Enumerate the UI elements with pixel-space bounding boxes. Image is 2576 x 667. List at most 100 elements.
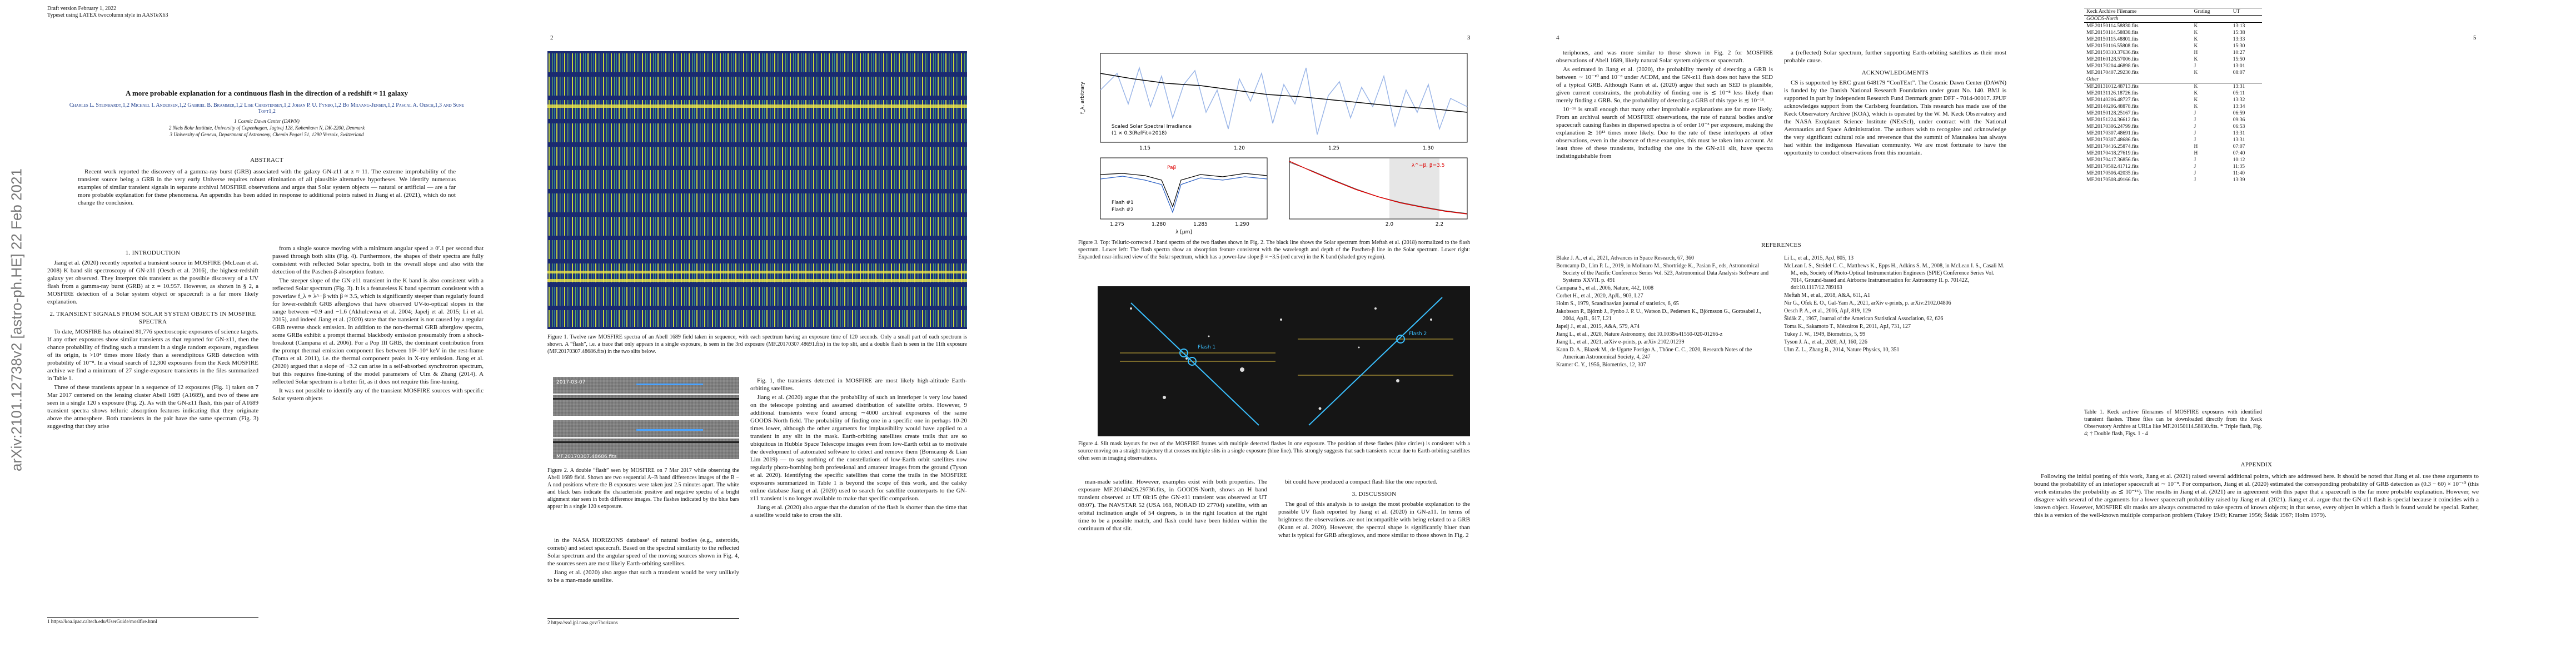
column: teriphones, and was more similar to thos… xyxy=(1556,49,1773,238)
reference: Tyson J. A., et al., 2020, AJ, 160, 226 xyxy=(1784,339,1867,345)
tick-label: 1.290 xyxy=(1235,222,1249,227)
table-cell: K xyxy=(2194,84,2198,89)
tick-label: 1.20 xyxy=(1234,146,1245,151)
table-cell: H xyxy=(2194,151,2198,156)
table-cell: MF.20170204.46898.fits xyxy=(2086,63,2139,69)
table-cell: 08:07 xyxy=(2233,70,2245,76)
paragraph: from a single source moving with a minim… xyxy=(272,245,484,275)
table-cell: 11:35 xyxy=(2233,164,2245,170)
figure-4-caption: Figure 4. Slit mask layouts for two of t… xyxy=(1078,441,1470,461)
table-cell: K xyxy=(2194,104,2198,109)
column: in the NASA HORIZONS database² of natura… xyxy=(547,536,739,614)
table-cell: 07:07 xyxy=(2233,144,2245,150)
page-number: 3 xyxy=(1467,34,1471,41)
table-cell: MF.20170506.42035.fits xyxy=(2086,171,2139,176)
paragraph: The goal of this analysis is to assign t… xyxy=(1278,501,1470,539)
paragraph: It was not possible to identify any of t… xyxy=(272,387,484,402)
abstract-heading: ABSTRACT xyxy=(250,157,283,163)
axis-label: λ [μm] xyxy=(1175,230,1192,235)
table-cell: K xyxy=(2194,43,2198,49)
section-heading: ACKNOWLEDGMENTS xyxy=(1861,69,1929,76)
table-cell: J xyxy=(2194,124,2196,130)
column: a (reflected) Solar spectrum, further su… xyxy=(1784,49,2006,238)
table-cell: 15:38 xyxy=(2233,30,2245,36)
tick-label: 2.0 xyxy=(1386,222,1394,227)
paragraph: 10⁻¹⁶ is small enough that many other im… xyxy=(1556,106,1773,160)
table-cell: K xyxy=(2194,91,2198,96)
paragraph: Jiang et al. (2020) argue that the proba… xyxy=(750,394,967,502)
figure-label: Flash 1 xyxy=(1198,345,1215,350)
table-cell: J xyxy=(2194,131,2196,136)
table-row: MF.20170502.41712.fits J 11:35 xyxy=(2084,163,2262,170)
table-cell: 15:50 xyxy=(2233,57,2245,62)
table-wrap: Keck Archive Filename Grating UT GOODS-Nort… xyxy=(2084,8,2262,183)
table-cell: H xyxy=(2194,144,2198,150)
paragraph: The steeper slope of the GN-z11 transien… xyxy=(272,277,484,385)
reference: Blake J. A., et al., 2021, Advances in S… xyxy=(1556,255,1694,261)
table-cell: J xyxy=(2194,177,2196,183)
figure-1-image xyxy=(547,51,967,329)
table-cell: 13:31 xyxy=(2233,131,2245,136)
figure-4-image: Flash 1 Flash 2 xyxy=(1098,286,1470,436)
paragraph: bit could have produced a compact flash … xyxy=(1285,479,1437,485)
tick-label: 1.15 xyxy=(1139,146,1150,151)
table-cell: 10:27 xyxy=(2233,50,2245,56)
table-row: MF.20131012.48713.fits K 13:31 xyxy=(2084,83,2262,91)
tick-label: 1.280 xyxy=(1152,222,1166,227)
footnote: 2 https://ssd.jpl.nasa.gov/?horizons xyxy=(547,618,739,625)
table-cell: MF.20150128.25167.fits xyxy=(2086,111,2139,116)
page-number: 4 xyxy=(1556,34,1559,41)
section-heading: 2. TRANSIENT SIGNALS FROM SOLAR SYSTEM O… xyxy=(49,311,256,325)
column-header: Keck Archive Filename xyxy=(2084,8,2192,16)
table-row: MF.20151224.36612.fits J 09:36 xyxy=(2084,117,2262,123)
reference: Jakobsson P., Björnb J., Fynbo J. P. U.,… xyxy=(1556,308,1761,322)
page-number: 2 xyxy=(550,34,554,41)
figure-label: MF.20170307.48686.fits xyxy=(556,454,617,460)
table-cell: K xyxy=(2194,37,2198,42)
table-row: MF.20150310.37636.fits H 10:27 xyxy=(2084,49,2262,56)
reference: Jiang L., et al., 2020, Nature Astronomy… xyxy=(1556,331,1723,337)
column: 1. INTRODUCTION Jiang et al. (2020) recen… xyxy=(47,245,258,600)
reference-list: Blake J. A., et al., 2021, Advances in S… xyxy=(1556,255,1773,566)
paragraph: Jiang et al. (2020) also argue that the … xyxy=(750,504,967,519)
table-row: MF.20150114.58830.fits K 15:38 xyxy=(2084,29,2262,36)
table-cell: 13:33 xyxy=(2233,37,2245,42)
table-cell: MF.20170407.29230.fits xyxy=(2086,70,2139,76)
reference: Japelj J., et al., 2015, A&A, 579, A74 xyxy=(1556,323,1640,330)
paragraph: man-made satellite. However, examples ex… xyxy=(1078,479,1267,532)
legend-text: Scaled Solar Spectral Irradiance xyxy=(1112,124,1192,130)
table-cell: MF.20131126.18726.fits xyxy=(2086,91,2139,96)
table-cell: MF.20150310.37636.fits xyxy=(2086,50,2139,56)
table-row: MF.20170307.48686.fits J 13:31 xyxy=(2084,137,2262,143)
paragraph: Three of these transients appear in a se… xyxy=(47,384,258,430)
paragraph: teriphones, and was more similar to thos… xyxy=(1556,49,1773,64)
figure-2-caption: Figure 2. A double “flash” seen by MOSFI… xyxy=(547,467,739,510)
appendix-text: Following the initial posting of this wo… xyxy=(2034,473,2479,519)
table-cell: J xyxy=(2194,63,2196,69)
table-cell: MF.20170418.27619.fits xyxy=(2086,151,2139,156)
figure-label: Flash 2 xyxy=(1409,331,1427,337)
table-cell: 15:30 xyxy=(2233,43,2245,49)
authors: Charles L. Steinhardt,1,2 Michael I. And… xyxy=(69,102,465,115)
footnote: 1 https://koa.ipac.caltech.edu/UserGuide… xyxy=(47,617,258,624)
table-cell: MF.20150114.58830.fits xyxy=(2086,30,2139,36)
paragraph: Jiang et al. (2020) recently reported a … xyxy=(47,260,258,305)
table-cell: H xyxy=(2194,50,2198,56)
reference: Oesch P. A., et al., 2016, ApJ, 819, 129 xyxy=(1784,308,1871,314)
table-cell: 13:39 xyxy=(2233,177,2245,183)
section-heading: 1. INTRODUCTION xyxy=(125,250,181,256)
figure-2-image: 2017-03-07 MF.20170307.48686.fits xyxy=(553,377,739,460)
column-header: Grating xyxy=(2191,8,2231,16)
reference: McLean I. S., Steidel C. C., Matthews K.… xyxy=(1784,263,2005,291)
table-row: MF.20170306.24799.fits J 06:53 xyxy=(2084,123,2262,130)
figure-3-plots: f_λ, arbitrary Scaled Solar Spectral Irr… xyxy=(1080,53,1468,235)
reference: Šidák Z., 1967, Journal of the American … xyxy=(1784,316,1944,322)
figure-1-caption: Figure 1. Twelve raw MOSFIRE spectra of … xyxy=(547,334,967,355)
reference: Kann D. A., Blazek M., de Ugarte Postigo… xyxy=(1556,347,1752,360)
table-row: MF.20170418.27619.fits H 07:40 xyxy=(2084,150,2262,157)
table-cell: 09:36 xyxy=(2233,117,2245,123)
reference: Corbet H., et al., 2020, ApJL, 903, L27 xyxy=(1556,293,1643,299)
reference: Meftah M., et al., 2018, A&A, 611, A1 xyxy=(1784,292,1871,298)
